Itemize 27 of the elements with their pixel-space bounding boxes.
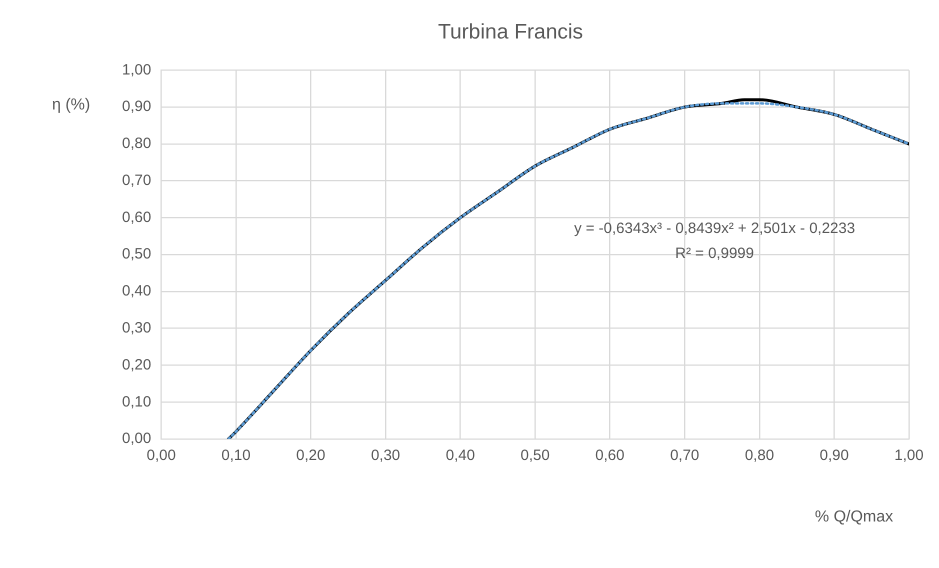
y-tick-label: 0,80 (122, 135, 152, 152)
annotation: R² = 0,9999 (675, 244, 754, 262)
x-tick-label: 0,60 (595, 447, 624, 464)
y-tick-label: 0,00 (122, 430, 152, 448)
x-tick-label: 1,00 (894, 447, 924, 464)
y-axis-title: η (%) (52, 96, 90, 114)
x-tick-label: 0,10 (221, 447, 251, 464)
x-tick-label: 0,30 (370, 447, 400, 464)
y-tick-label: 1,00 (122, 61, 152, 78)
x-tick-label: 0,00 (146, 447, 176, 464)
y-tick-label: 0,40 (122, 282, 152, 300)
y-tick-label: 0,70 (122, 172, 152, 189)
x-tick-label: 0,80 (744, 447, 774, 464)
annotation: y = -0,6343x³ - 0,8439x² + 2,501x - 0,2233 (574, 220, 856, 237)
x-tick-label: 0,20 (296, 447, 326, 464)
x-tick-label: 0,40 (446, 447, 475, 464)
chart-title: Turbina Francis (438, 20, 584, 44)
y-tick-label: 0,90 (122, 98, 152, 116)
x-axis-title: % Q/Qmax (814, 508, 894, 526)
y-tick-label: 0,20 (122, 356, 152, 374)
y-tick-label: 0,50 (122, 246, 152, 263)
x-tick-label: 0,90 (820, 447, 849, 464)
y-tick-label: 0,60 (122, 208, 152, 226)
x-tick-label: 0,50 (520, 447, 550, 464)
y-tick-label: 0,10 (122, 393, 152, 410)
y-tick-label: 0,30 (122, 320, 152, 336)
x-tick-label: 0,70 (670, 447, 700, 464)
